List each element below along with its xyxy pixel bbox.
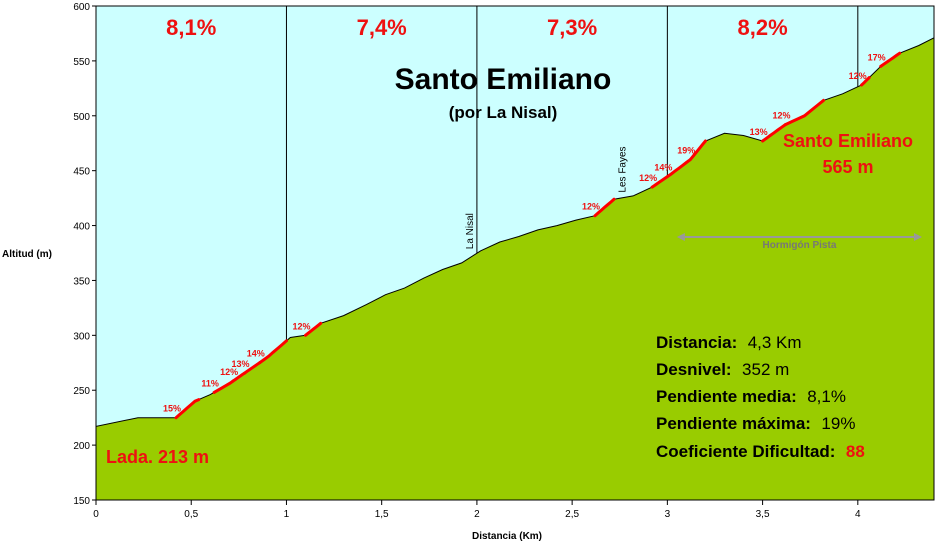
y-tick-label: 250 <box>73 386 90 397</box>
km-dividers <box>285 6 859 341</box>
surface-arrowhead-left <box>676 233 685 241</box>
x-tick-label: 3 <box>665 509 671 520</box>
y-tick-label: 200 <box>73 441 90 452</box>
y-tick-label: 400 <box>73 222 90 233</box>
steep-segment <box>650 175 669 189</box>
plot-frame <box>95 5 935 501</box>
steep-segment-label: 12% <box>849 71 867 81</box>
x-tick-label: 2 <box>474 509 480 520</box>
stat-elevation-gain-key: Desnivel: <box>656 360 732 379</box>
stat-average-gradient-key: Pendiente media: <box>656 387 797 406</box>
y-tick-label: 450 <box>73 167 90 178</box>
km-segment-gradient: 7,4% <box>357 15 407 40</box>
stat-max-gradient-value: 19% <box>821 414 855 433</box>
stat-elevation-gain: Desnivel: 352 m <box>656 360 789 379</box>
chart-subtitle: (por La Nisal) <box>449 103 558 122</box>
summit-altitude: 565 m <box>822 157 873 177</box>
steep-segment <box>231 371 247 383</box>
stat-average-gradient-value: 8,1% <box>807 387 846 406</box>
steep-segment <box>304 321 323 337</box>
steep-segment-label: 12% <box>220 367 238 377</box>
steep-segment <box>688 139 707 162</box>
x-tick-label: 1,5 <box>375 509 389 520</box>
x-tick-label: 0 <box>93 509 99 520</box>
steep-segment-labels: 15%11%12%13%14%12%12%12%14%19%13%12%12%1… <box>163 52 886 413</box>
x-tick-label: 3,5 <box>756 509 770 520</box>
surface-label: Hormigón Pista <box>762 240 836 251</box>
x-tick-label: 0,5 <box>184 509 198 520</box>
y-axis: 150 200 250 300 350 400 450 500 550 600 <box>73 2 96 507</box>
y-tick-label: 350 <box>73 276 90 287</box>
stats-box: Distancia: 4,3 Km Desnivel: 352 m Pendie… <box>656 333 865 461</box>
steep-segment <box>258 339 288 365</box>
steep-segment-label: 12% <box>772 111 790 121</box>
stat-distance-value: 4,3 Km <box>748 333 802 352</box>
surface-indicator: Hormigón Pista <box>676 233 922 251</box>
place-label: La Nisal <box>465 213 476 249</box>
y-tick-label: 500 <box>73 112 90 123</box>
steep-segments <box>174 51 902 420</box>
x-axis: 0 0,5 1 1,5 2 2,5 3 3,5 4 <box>93 500 861 520</box>
stat-elevation-gain-value: 352 m <box>742 360 789 379</box>
stat-difficulty-value: 88 <box>846 442 865 461</box>
steep-segment <box>783 98 825 127</box>
steep-segment <box>879 51 902 68</box>
x-tick-label: 4 <box>855 509 861 520</box>
steep-segment-label: 12% <box>292 321 310 331</box>
y-tick-label: 550 <box>73 57 90 68</box>
steep-segment-label: 19% <box>677 146 695 156</box>
steep-segment <box>212 379 235 394</box>
steep-segment-label: 14% <box>247 349 265 359</box>
y-tick-label: 150 <box>73 496 90 507</box>
steep-segment-label: 12% <box>639 173 657 183</box>
km-segment-gradient: 8,2% <box>738 15 788 40</box>
steep-segment-label: 11% <box>201 378 219 388</box>
y-tick-label: 600 <box>73 2 90 13</box>
steep-segment <box>593 197 616 218</box>
stat-difficulty-key: Coeficiente Dificultad: <box>656 442 835 461</box>
km-segment-gradient: 7,3% <box>547 15 597 40</box>
chart-title: Santo Emiliano <box>395 63 612 96</box>
steep-segment <box>860 76 871 87</box>
place-markers: La Nisal Les Fayes <box>465 146 628 249</box>
stat-average-gradient: Pendiente media: 8,1% <box>656 387 846 406</box>
steep-segment <box>243 361 262 375</box>
place-label: Les Fayes <box>617 146 628 192</box>
summit-name: Santo Emiliano <box>783 131 913 151</box>
steep-segment <box>761 123 787 143</box>
stat-max-gradient: Pendiente máxima: 19% <box>656 414 855 433</box>
steep-segment-label: 13% <box>232 359 250 369</box>
km-segment-gradients: 8,1% 7,4% 7,3% 8,2% <box>166 15 788 40</box>
stat-distance: Distancia: 4,3 Km <box>656 333 802 352</box>
steep-segment <box>174 398 201 420</box>
steep-segment-label: 17% <box>868 52 886 62</box>
y-axis-label: Altitud (m) <box>2 249 52 260</box>
start-label: Lada. 213 m <box>106 447 209 467</box>
stat-max-gradient-key: Pendiente máxima: <box>656 414 811 433</box>
steep-segment-label: 12% <box>582 202 600 212</box>
steep-segment <box>665 158 692 179</box>
km-segment-gradient: 8,1% <box>166 15 216 40</box>
steep-segment-label: 14% <box>654 163 672 173</box>
steep-segment-label: 13% <box>750 127 768 137</box>
stat-distance-key: Distancia: <box>656 333 737 352</box>
x-axis-label: Distancia (Km) <box>472 531 542 542</box>
x-tick-label: 1 <box>284 509 290 520</box>
x-tick-label: 2,5 <box>565 509 579 520</box>
steep-segment-label: 15% <box>163 404 181 414</box>
surface-arrowhead-right <box>914 233 922 241</box>
y-tick-label: 300 <box>73 331 90 342</box>
stat-difficulty: Coeficiente Dificultad: 88 <box>656 442 865 461</box>
